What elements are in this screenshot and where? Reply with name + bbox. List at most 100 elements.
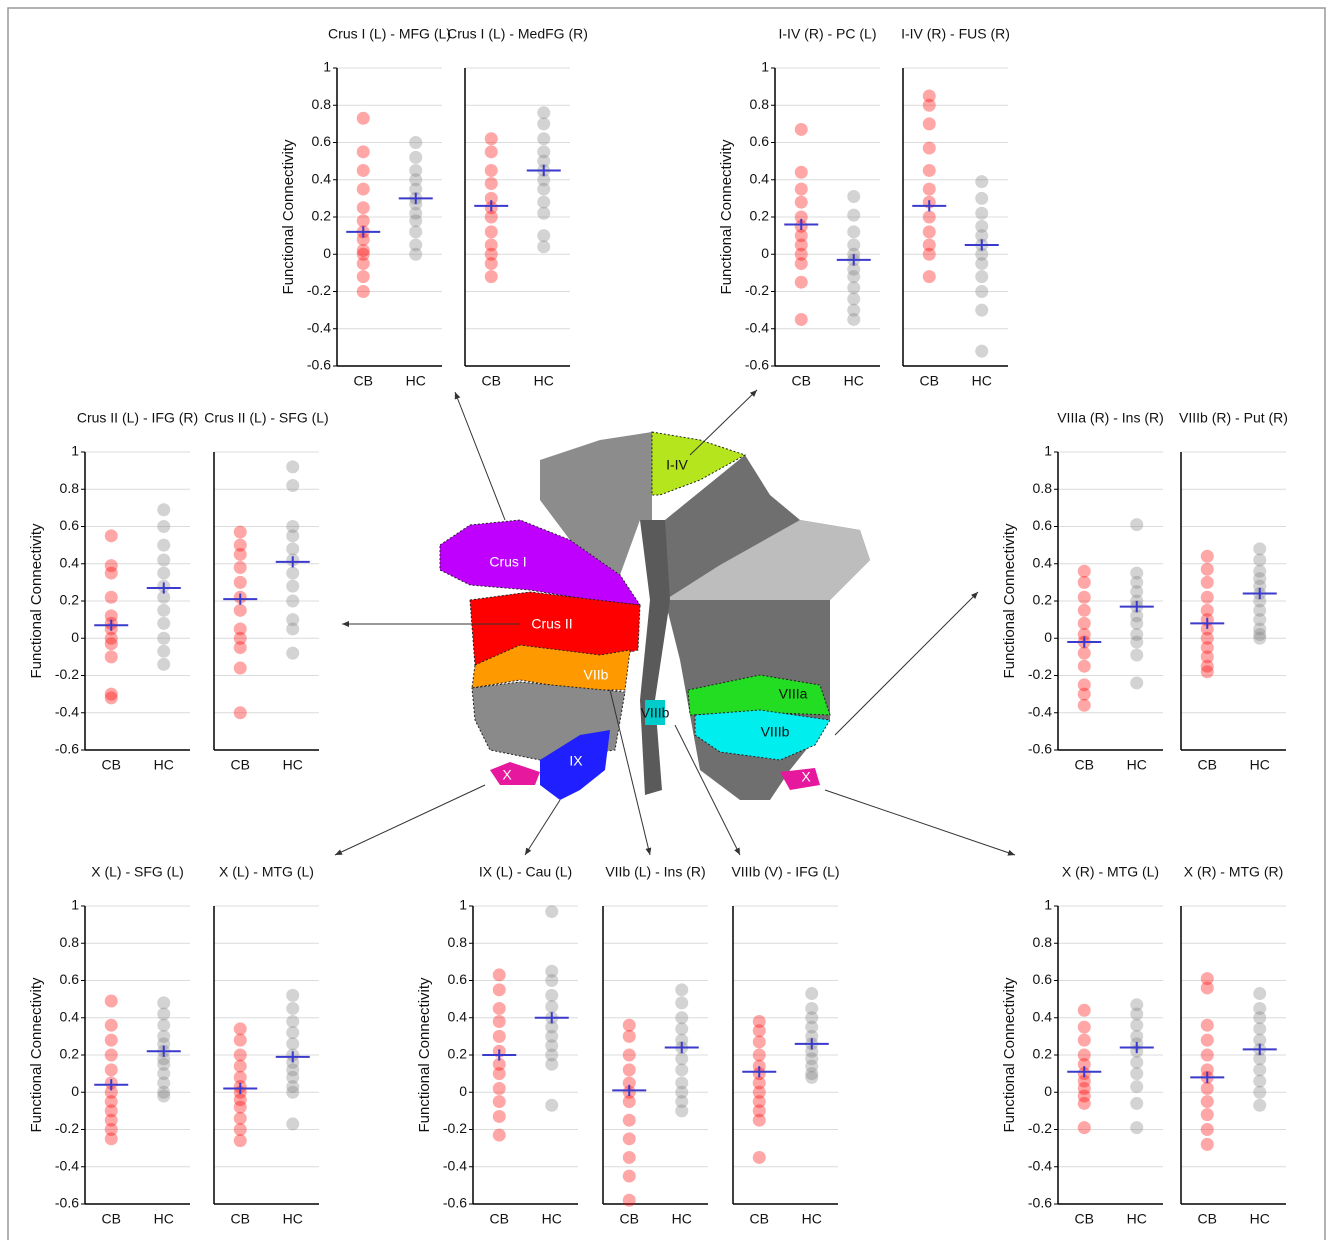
dot [1253,1052,1267,1066]
dot [794,238,808,252]
x-tick-label: CB [1198,1211,1217,1227]
y-tick-label: 1 [71,443,79,459]
dot [157,1085,171,1099]
dot [794,122,808,136]
dot [752,1024,766,1038]
dot [356,270,370,284]
dot [484,132,498,146]
y-tick-label: 0.8 [60,934,80,950]
dot [752,1048,766,1062]
dot [286,529,300,543]
dot [537,117,551,131]
dot [1077,1074,1091,1088]
dot [1200,575,1214,589]
y-tick-label: 0.6 [60,517,80,533]
y-tick-label: -0.2 [745,282,769,298]
dot [675,1033,689,1047]
x-tick-label: CB [750,1211,769,1227]
x-tick-label: HC [154,1211,174,1227]
dot [1253,628,1267,642]
region-label: Crus I [489,554,526,570]
panel-title: VIIIb (R) - Put (R) [1179,410,1288,426]
region [665,520,870,600]
dot [1130,635,1144,649]
dot [847,292,861,306]
y-tick-label: 0 [761,245,769,261]
dot [1130,1067,1144,1081]
arrow [524,799,561,856]
y-tick-label: -0.6 [55,741,79,757]
dot [157,1089,171,1103]
dot [545,1020,559,1034]
dot [492,1014,506,1028]
dot [157,616,171,630]
dot [492,1029,506,1043]
dot [1253,1098,1267,1112]
dot [805,1067,819,1081]
y-tick-label: 1 [761,59,769,75]
dot [1130,628,1144,642]
dot [356,145,370,159]
dot [1253,1074,1267,1088]
dot [1253,987,1267,1001]
dot [975,229,989,243]
dot [286,1085,300,1099]
dot [286,1117,300,1131]
dot [847,225,861,239]
y-tick-label: 0.4 [448,1008,468,1024]
dot [1253,572,1267,586]
panel-title: Crus II (L) - IFG (R) [77,410,198,426]
y-axis-label: Functional Connectivity [280,139,297,295]
dot [104,687,118,701]
dot [104,631,118,645]
dot [492,1109,506,1123]
dot [492,1001,506,1015]
y-tick-label: -0.6 [1028,741,1052,757]
x-tick-label: CB [1075,1211,1094,1227]
dot [1130,575,1144,589]
x-tick-label: CB [620,1211,639,1227]
dot [805,1011,819,1025]
dot [752,1035,766,1049]
dot [157,631,171,645]
dot [356,163,370,177]
dot [805,1052,819,1066]
x-tick-label: HC [1127,757,1147,773]
dot [922,225,936,239]
dot [975,175,989,189]
y-tick-label: 0.8 [1033,934,1053,950]
region [540,432,652,575]
dot [157,1057,171,1071]
dot [1077,1121,1091,1135]
y-tick-label: 0.2 [1033,592,1053,608]
dot [622,1150,636,1164]
dot [805,1029,819,1043]
dot [805,987,819,1001]
dot [104,637,118,651]
panel-title: I-IV (R) - PC (L) [779,26,877,42]
y-tick-label: 0.6 [750,133,770,149]
y-axis-label: Functional Connectivity [1001,977,1018,1133]
y-tick-label: -0.6 [1028,1195,1052,1211]
x-tick-label: HC [844,373,864,389]
dot [233,1070,247,1084]
y-tick-label: 0.8 [448,934,468,950]
dot [545,1029,559,1043]
dot [104,1113,118,1127]
dot [805,1059,819,1073]
dot [409,163,423,177]
dot [1077,1048,1091,1062]
dot [752,1095,766,1109]
x-tick-label: HC [283,1211,303,1227]
dot [922,89,936,103]
dot [1200,1082,1214,1096]
y-tick-label: 0.2 [60,1046,80,1062]
dot [622,1048,636,1062]
arrow [609,689,652,856]
dot [233,631,247,645]
dot [1077,1096,1091,1110]
dot [356,182,370,196]
dot [805,1020,819,1034]
dot [675,1011,689,1025]
y-tick-label: 1 [323,59,331,75]
